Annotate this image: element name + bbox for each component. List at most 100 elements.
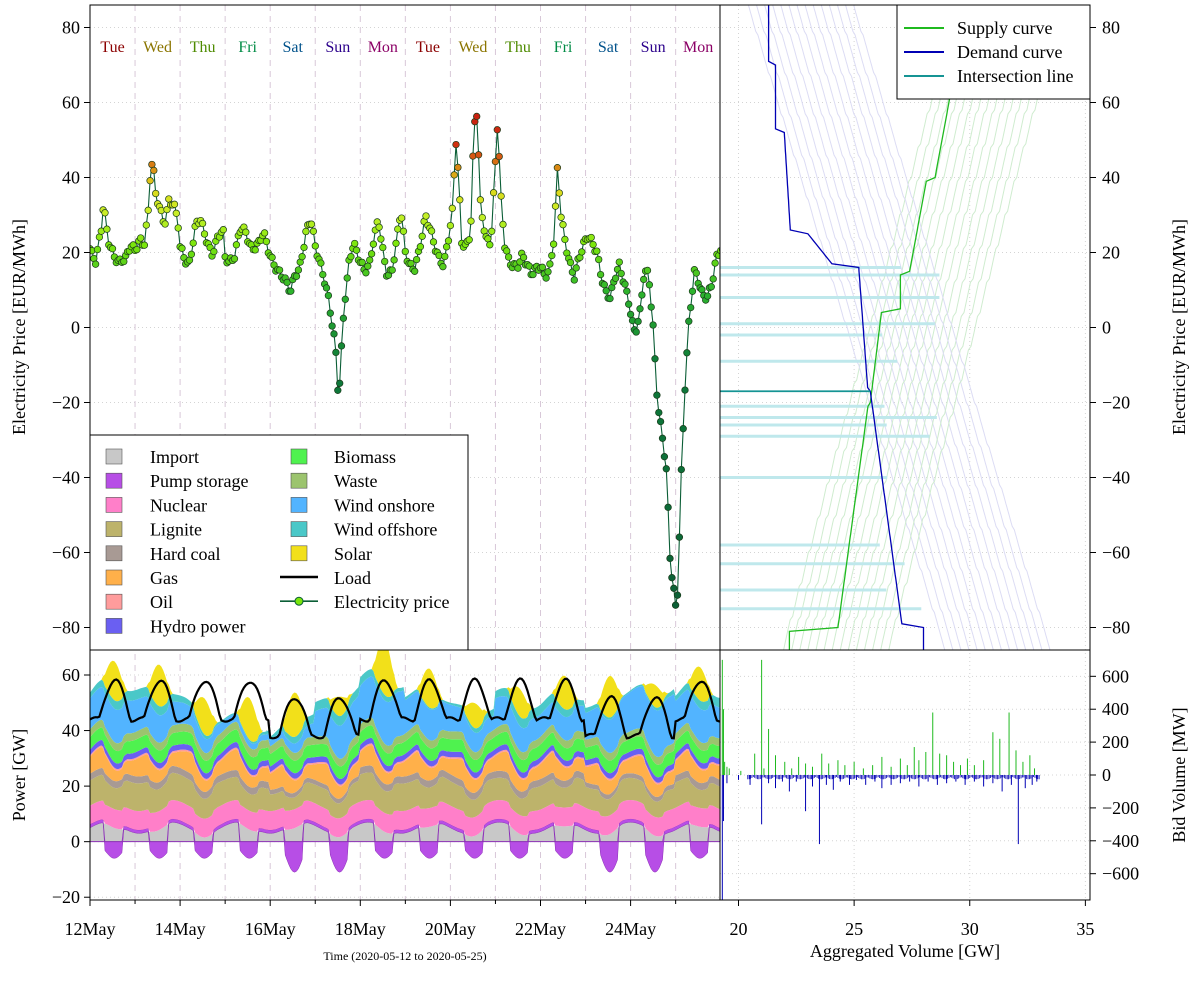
legend-swatch <box>290 472 308 489</box>
price-point <box>656 417 665 426</box>
price-point <box>651 355 659 363</box>
price-point <box>317 259 325 267</box>
price-point <box>172 209 180 217</box>
price-point <box>412 255 421 264</box>
power-y-tick-label: 0 <box>71 832 80 852</box>
price-point <box>343 274 351 282</box>
price-point <box>339 314 348 322</box>
price-point <box>337 342 346 350</box>
price-point <box>685 317 693 325</box>
legend-label: Pump storage <box>150 471 249 491</box>
price-point <box>519 253 528 262</box>
price-point <box>300 243 308 252</box>
price-point <box>587 233 595 242</box>
power-y-tick-label: 40 <box>62 721 80 741</box>
weekday-label: Mon <box>368 39 398 56</box>
background-supply-curve <box>783 5 959 650</box>
time-x-tick-label: 16May <box>245 919 296 939</box>
price-point <box>711 259 719 267</box>
price-point <box>687 303 695 312</box>
price-point <box>744 217 751 224</box>
price-point <box>163 205 171 214</box>
price-point <box>478 213 486 222</box>
generation-legend: Import Pump storage Nuclear Lignite Hard coa… <box>89 434 469 651</box>
price-point <box>551 202 560 210</box>
price-point <box>638 291 646 299</box>
bid-price-y-tick-label: 0 <box>1102 318 1111 338</box>
price-point <box>497 192 505 200</box>
price-point <box>681 386 689 394</box>
price-point <box>538 263 547 271</box>
volume-y-tick-label: −200 <box>1102 798 1139 818</box>
price-y-tick-label: −40 <box>52 468 80 488</box>
time-x-tick-label: 14May <box>155 919 206 939</box>
price-point <box>600 281 608 289</box>
price-point <box>452 140 460 149</box>
price-point <box>379 243 387 252</box>
background-supply-curve <box>855 5 1032 650</box>
price-y-tick-label: 60 <box>62 93 80 113</box>
price-point <box>242 228 250 236</box>
weekday-labels: Tue Wed Thu Fri Sat Sun Mon Tue Wed Thu Fri Sat Sun M… <box>100 39 713 56</box>
price-point <box>738 235 745 242</box>
price-y-tick-label: 20 <box>62 243 80 263</box>
price-point <box>332 348 340 357</box>
price-point <box>557 213 565 221</box>
price-point <box>108 245 117 253</box>
area-wind-offshore <box>90 669 720 744</box>
background-demand-curve <box>772 5 970 650</box>
price-point <box>260 229 269 237</box>
price-point <box>442 243 451 251</box>
legend-label: Hard coal <box>150 544 220 564</box>
price-point <box>740 208 747 215</box>
power-y-axis-label: Power [GW] <box>9 729 29 821</box>
price-point <box>578 248 586 256</box>
weekday-label: Sat <box>598 39 619 56</box>
price-point <box>491 157 500 166</box>
background-supply-curve <box>791 5 967 650</box>
background-demand-curve <box>804 5 1002 650</box>
price-point <box>144 206 152 214</box>
price-point <box>561 235 569 244</box>
price-point <box>294 266 303 274</box>
price-point <box>334 386 342 394</box>
legend-label: Electricity price <box>334 592 449 612</box>
price-y-tick-label: −60 <box>52 543 80 563</box>
price-point <box>709 275 717 283</box>
price-point <box>529 270 537 279</box>
volume-x-tick-label: 25 <box>845 919 863 939</box>
price-point <box>679 425 687 433</box>
price-point <box>397 214 406 222</box>
volume-x-tick-label: 30 <box>961 919 979 939</box>
price-point <box>602 287 610 295</box>
price-point <box>93 245 102 254</box>
price-point <box>542 274 550 282</box>
generation-stack <box>90 650 720 873</box>
area-solar <box>90 650 720 742</box>
price-point <box>647 303 655 311</box>
price-point <box>623 287 631 295</box>
legend-swatch <box>105 497 123 513</box>
price-point <box>330 330 338 338</box>
weekday-label: Sat <box>282 39 303 56</box>
price-point <box>232 241 241 249</box>
background-demand-curve <box>812 5 1010 650</box>
weekday-label: Mon <box>683 39 713 56</box>
background-demand-curve <box>845 5 1043 650</box>
price-point <box>268 253 276 262</box>
weekday-label: Thu <box>505 39 531 56</box>
background-demand-curve <box>788 5 986 650</box>
price-point <box>336 379 344 387</box>
area-nuclear <box>90 800 720 838</box>
price-point <box>555 189 563 197</box>
bid-price-y-tick-label: 60 <box>1102 93 1120 113</box>
load-line <box>90 677 720 740</box>
price-point <box>454 163 462 172</box>
legend-label: Waste <box>334 471 378 491</box>
price-point <box>570 276 578 284</box>
price-point <box>692 269 700 277</box>
price-point <box>636 305 644 313</box>
price-y-tick-label: 40 <box>62 168 80 188</box>
price-point <box>707 283 715 291</box>
